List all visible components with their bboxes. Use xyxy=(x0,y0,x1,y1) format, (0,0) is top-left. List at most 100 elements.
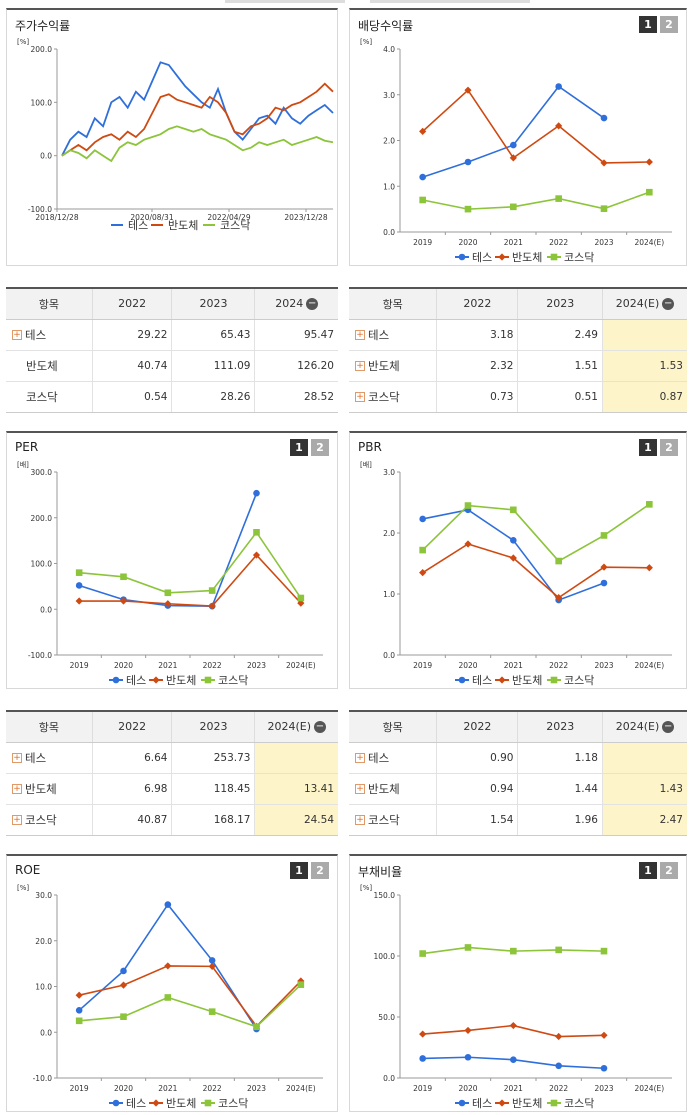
x-tick-label: 2022 xyxy=(549,238,568,247)
expand-row-icon[interactable]: + xyxy=(355,815,365,826)
data-point xyxy=(152,1099,160,1107)
table-cell: 0.51 xyxy=(517,381,603,412)
chart-toggle-1-button[interactable]: 1 xyxy=(639,16,657,33)
unit-label: [배] xyxy=(17,460,29,469)
data-point xyxy=(510,141,517,149)
y-tick-label: 2.0 xyxy=(383,137,395,146)
y-tick-label: 300.0 xyxy=(31,468,53,477)
data-point xyxy=(75,991,83,999)
chart-toggle-1-button[interactable]: 1 xyxy=(290,439,308,456)
chart-toggle-2-button[interactable]: 2 xyxy=(311,862,329,879)
y-tick-label: 100.0 xyxy=(374,952,396,961)
table-cell: 1.44 xyxy=(517,773,603,805)
data-point xyxy=(112,676,120,684)
expand-row-icon[interactable]: + xyxy=(355,361,365,371)
column-header: 2022 xyxy=(436,289,518,320)
data-point xyxy=(498,676,506,684)
y-tick-label: 150.0 xyxy=(374,891,396,900)
panel-title: 부채비율 xyxy=(358,865,403,879)
legend-label: 테스 xyxy=(472,251,492,264)
series-3 xyxy=(419,501,653,565)
data-point xyxy=(550,1099,558,1107)
column-header: 항목 xyxy=(6,289,93,320)
y-tick-label: 1.0 xyxy=(383,590,395,599)
table-cell: 40.74 xyxy=(91,350,172,382)
table-cell xyxy=(601,742,687,774)
legend-label: 코스닥 xyxy=(218,674,248,687)
table-cell: 111.09 xyxy=(171,350,255,382)
expand-row-icon[interactable]: + xyxy=(355,753,365,763)
legend-item: 코스닥 xyxy=(547,674,594,687)
chart-toggle-2-button[interactable]: 2 xyxy=(660,862,678,879)
series-2 xyxy=(75,551,305,610)
legend-item: 테스 xyxy=(111,219,148,232)
table-cell: 95.47 xyxy=(254,319,338,351)
x-tick-label: 2024(E) xyxy=(634,661,664,670)
chart-toggle-1-button[interactable]: 1 xyxy=(639,862,657,879)
panel-title: 주가수익률 xyxy=(15,19,71,33)
expand-row-icon[interactable]: + xyxy=(12,815,22,826)
table-cell: 6.64 xyxy=(91,742,172,774)
unit-label: [%] xyxy=(360,38,372,46)
data-point xyxy=(204,676,212,684)
expand-row-icon[interactable]: + xyxy=(12,753,22,763)
x-tick-label: 2021 xyxy=(158,1084,177,1093)
chart-toggle-2-button[interactable]: 2 xyxy=(311,439,329,456)
row-label: 반도체 xyxy=(6,350,93,382)
table-cell: 28.26 xyxy=(171,381,255,412)
data-point xyxy=(550,676,558,684)
data-point xyxy=(510,203,517,211)
y-tick-label: 0.0 xyxy=(40,152,52,161)
collapse-column-icon[interactable]: − xyxy=(662,721,675,734)
column-header: 항목 xyxy=(6,712,93,743)
data-point xyxy=(555,195,562,202)
panel-title: ROE xyxy=(15,863,41,877)
legend-item: 반도체 xyxy=(495,1097,542,1110)
x-tick-label: 2024(E) xyxy=(286,661,316,670)
data-point xyxy=(208,587,216,594)
y-tick-label: 100.0 xyxy=(31,98,53,107)
collapse-column-icon[interactable]: − xyxy=(306,298,319,311)
dividend-yield-chart: [%] 4.0 3.0 2.0 1.0 0.0 2019 2020 2021 2022 2023 20… xyxy=(360,38,672,264)
chart-toggle-2-button[interactable]: 2 xyxy=(660,16,678,33)
y-tick-label: 30.0 xyxy=(35,891,52,900)
y-tick-label: 200.0 xyxy=(31,45,53,54)
collapse-column-icon[interactable]: − xyxy=(314,721,326,734)
pbr-chart: [배] 3.0 2.0 1.0 0.0 2019 2020 2021 2022 2023 2024(… xyxy=(360,460,672,687)
expand-row-icon[interactable]: + xyxy=(355,784,365,794)
y-tick-label: 0.0 xyxy=(40,605,52,614)
column-header: 2022 xyxy=(91,289,172,320)
data-point xyxy=(75,1017,83,1025)
expand-row-icon[interactable]: + xyxy=(355,392,365,403)
row-label: + 테스 xyxy=(6,742,93,774)
table-cell: 13.41 xyxy=(254,773,338,805)
data-point xyxy=(164,589,172,597)
series-2 xyxy=(419,540,653,602)
data-point xyxy=(645,564,653,572)
table-cell: 2.32 xyxy=(436,350,518,382)
y-tick-label: 0.0 xyxy=(383,1074,395,1083)
data-point xyxy=(419,515,426,523)
series-line xyxy=(61,125,334,163)
roe-chart: [%] 30.0 20.0 10.0 0.0 -10.0 2019 2020 2021 2022 2… xyxy=(17,884,323,1110)
column-header: 2024(E) − xyxy=(601,712,687,743)
data-point xyxy=(419,173,426,181)
row-label: + 코스닥 xyxy=(355,389,400,404)
table-row: + 코스닥 40.87 168.17 24.54 xyxy=(6,804,338,835)
chart-toggle-1-button[interactable]: 1 xyxy=(639,439,657,456)
row-label: + 테스 xyxy=(6,319,93,351)
series-line xyxy=(422,191,650,210)
table-cell xyxy=(254,742,338,774)
expand-row-icon[interactable]: + xyxy=(12,784,22,794)
table-cell: 2.47 xyxy=(601,804,687,835)
x-tick-label: 2021 xyxy=(158,661,177,670)
series-line xyxy=(422,88,650,164)
data-point xyxy=(419,950,426,957)
expand-row-icon[interactable]: + xyxy=(12,330,22,340)
table-row: 코스닥 0.54 28.26 28.52 xyxy=(6,381,338,412)
collapse-column-icon[interactable]: − xyxy=(662,298,675,311)
chart-toggle-2-button[interactable]: 2 xyxy=(660,439,678,456)
chart-toggle-1-button[interactable]: 1 xyxy=(290,862,308,879)
data-point xyxy=(119,981,128,989)
expand-row-icon[interactable]: + xyxy=(355,330,365,340)
